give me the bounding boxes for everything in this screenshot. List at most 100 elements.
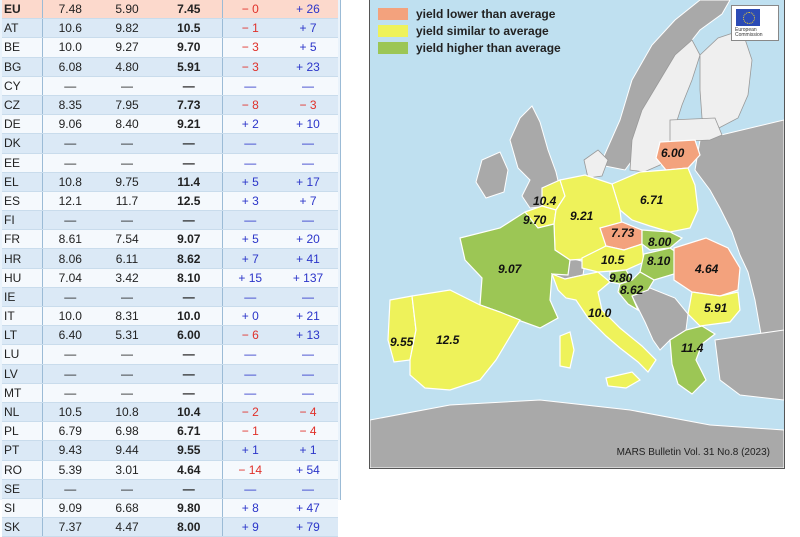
eu-flag-icon bbox=[736, 9, 760, 26]
cell-a: 9.09 bbox=[41, 498, 98, 519]
cell-cc: AT bbox=[2, 18, 42, 39]
ireland-land bbox=[475, 151, 509, 199]
cell-e: + 26 bbox=[278, 0, 338, 20]
table-row: SK 7.37 4.47 8.00 + 9 + 79 bbox=[2, 517, 338, 537]
cell-e: + 13 bbox=[278, 325, 338, 346]
cell-cc: HR bbox=[2, 248, 42, 269]
cell-a: 9.06 bbox=[41, 114, 98, 135]
table-row: CZ 8.35 7.95 7.73− 8− 3 bbox=[2, 95, 338, 116]
table-row: BE 10.0 9.27 9.70− 3 + 5 bbox=[2, 37, 338, 58]
cell-d: − 8 bbox=[221, 95, 278, 116]
cell-b: 9.44 bbox=[98, 440, 156, 461]
cell-b: 9.82 bbox=[98, 18, 156, 39]
cell-c: 6.00 bbox=[156, 325, 222, 346]
cell-a: 7.37 bbox=[41, 517, 98, 537]
cell-e: — bbox=[278, 210, 338, 231]
cell-c: 4.64 bbox=[156, 460, 222, 480]
cell-cc: EL bbox=[2, 172, 42, 192]
cell-d: + 2 bbox=[221, 114, 278, 135]
value-lt: 6.00 bbox=[661, 146, 685, 160]
cell-e: — bbox=[278, 383, 338, 403]
table-row: NL 10.5 10.8 10.4− 2− 4 bbox=[2, 402, 338, 423]
cell-d: + 1 bbox=[221, 440, 278, 461]
cell-b: 9.75 bbox=[98, 172, 156, 192]
cell-cc: PT bbox=[2, 440, 42, 461]
cell-a: 8.61 bbox=[41, 229, 98, 250]
cell-e: + 7 bbox=[278, 191, 338, 212]
cell-cc: FI bbox=[2, 210, 42, 231]
cell-e: + 5 bbox=[278, 37, 338, 58]
cell-d: — bbox=[221, 479, 278, 499]
cell-e: + 17 bbox=[278, 172, 338, 192]
cell-a: — bbox=[41, 76, 98, 96]
yield-table-panel: EU 7.48 5.90 7.45− 0 + 26 AT 10.6 9.82 10.5− 1 + … bbox=[0, 0, 341, 537]
east-land bbox=[694, 119, 784, 351]
cell-b: 10.8 bbox=[98, 402, 156, 423]
cell-a: 10.6 bbox=[41, 18, 98, 39]
table-row: BG 6.08 4.80 5.91− 3 + 23 bbox=[2, 57, 338, 77]
cell-e: + 47 bbox=[278, 498, 338, 519]
cell-c: — bbox=[156, 153, 222, 173]
cell-c: — bbox=[156, 344, 222, 365]
cell-a: 10.0 bbox=[41, 37, 98, 58]
cell-d: — bbox=[221, 76, 278, 96]
cell-d: — bbox=[221, 364, 278, 384]
table-row: HU 7.04 3.42 8.10 + 15 + 137 bbox=[2, 268, 338, 288]
value-it: 10.0 bbox=[588, 306, 612, 320]
cell-a: — bbox=[41, 364, 98, 384]
cell-d: + 3 bbox=[221, 191, 278, 212]
table-row: FR 8.61 7.54 9.07 + 5 + 20 bbox=[2, 229, 338, 250]
cell-b: 6.98 bbox=[98, 421, 156, 442]
cell-b: — bbox=[98, 153, 156, 173]
table-row: PT 9.43 9.44 9.55 + 1 + 1 bbox=[2, 440, 338, 461]
cell-b: 4.47 bbox=[98, 517, 156, 537]
cell-cc: LT bbox=[2, 325, 42, 346]
cell-b: — bbox=[98, 133, 156, 154]
cell-b: 4.80 bbox=[98, 57, 156, 77]
value-fr: 9.07 bbox=[498, 262, 522, 276]
cell-c: — bbox=[156, 383, 222, 403]
value-pl: 6.71 bbox=[640, 193, 664, 207]
cell-a: 12.1 bbox=[41, 191, 98, 212]
cell-cc: EE bbox=[2, 153, 42, 173]
value-bg: 5.91 bbox=[704, 301, 728, 315]
value-es: 12.5 bbox=[436, 333, 460, 347]
cell-d: + 9 bbox=[221, 517, 278, 537]
cell-e: + 23 bbox=[278, 57, 338, 77]
cell-cc: CY bbox=[2, 76, 42, 96]
cell-cc: PL bbox=[2, 421, 42, 442]
cell-cc: CZ bbox=[2, 95, 42, 116]
cell-a: — bbox=[41, 210, 98, 231]
cell-c: 9.70 bbox=[156, 37, 222, 58]
table-row: DK — — — — — bbox=[2, 133, 338, 154]
cell-d: + 5 bbox=[221, 229, 278, 250]
cell-e: — bbox=[278, 344, 338, 365]
cell-b: 5.90 bbox=[98, 0, 156, 20]
cell-cc: BG bbox=[2, 57, 42, 77]
legend-similar-label: yield similar to average bbox=[416, 24, 549, 38]
cell-e: − 4 bbox=[278, 402, 338, 423]
cell-c: 11.4 bbox=[156, 172, 222, 192]
cell-e: — bbox=[278, 479, 338, 499]
cell-c: 8.00 bbox=[156, 517, 222, 537]
cell-e: — bbox=[278, 364, 338, 384]
bulgaria-region bbox=[687, 291, 741, 327]
cell-a: 10.8 bbox=[41, 172, 98, 192]
cell-b: 6.11 bbox=[98, 248, 156, 269]
value-be: 9.70 bbox=[523, 213, 547, 227]
sardinia-region bbox=[559, 331, 575, 369]
cell-e: + 137 bbox=[278, 268, 338, 288]
cell-e: + 54 bbox=[278, 460, 338, 480]
europe-map-svg bbox=[370, 0, 784, 468]
table-row: RO 5.39 3.01 4.64− 14 + 54 bbox=[2, 460, 338, 480]
value-hu: 8.10 bbox=[647, 254, 671, 268]
cell-a: 6.40 bbox=[41, 325, 98, 346]
table-row: ES 12.1 11.7 12.5 + 3 + 7 bbox=[2, 191, 338, 212]
legend-similar-swatch bbox=[378, 25, 408, 37]
cell-a: — bbox=[41, 344, 98, 365]
table-row: FI — — — — — bbox=[2, 210, 338, 231]
cell-c: — bbox=[156, 364, 222, 384]
european-commission-logo: European Commission bbox=[731, 5, 779, 41]
cell-b: 7.95 bbox=[98, 95, 156, 116]
cell-cc: SK bbox=[2, 517, 42, 537]
